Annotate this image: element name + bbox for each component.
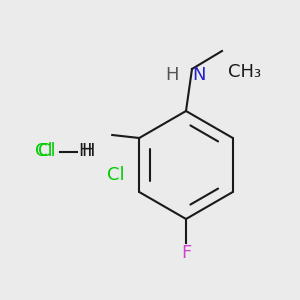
Text: Cl: Cl	[35, 142, 52, 160]
Text: CH₃: CH₃	[228, 63, 261, 81]
Text: H: H	[81, 142, 94, 160]
Text: Cl: Cl	[38, 142, 56, 160]
Text: H: H	[165, 66, 178, 84]
Text: N: N	[192, 66, 206, 84]
Text: Cl: Cl	[107, 167, 124, 184]
Text: H: H	[78, 142, 92, 160]
Text: F: F	[181, 244, 191, 262]
